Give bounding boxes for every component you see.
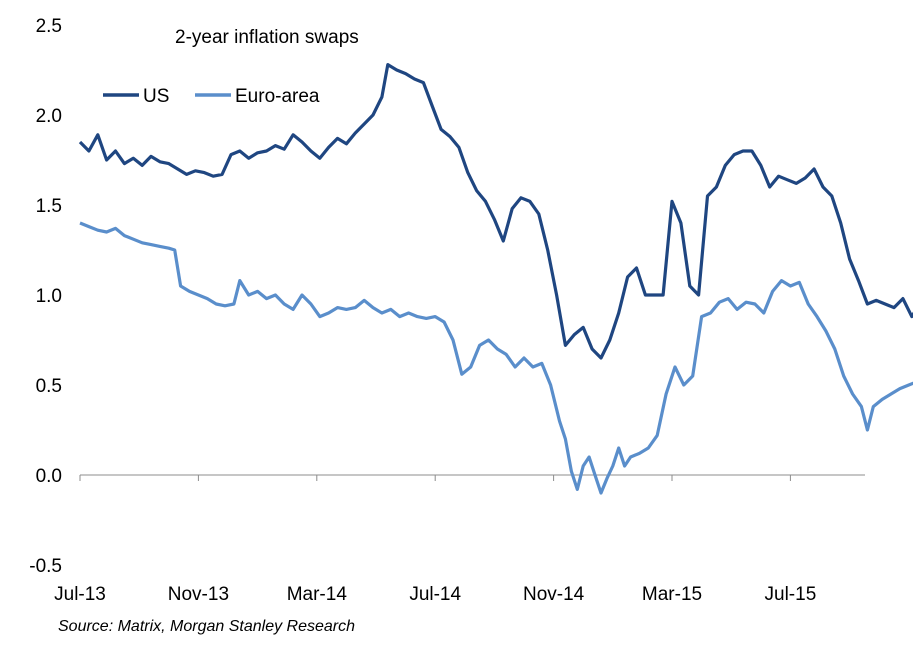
y-tick-label: -0.5 [29,556,62,577]
x-tick-label: Nov-13 [168,584,229,605]
y-tick-label: 1.5 [36,196,62,217]
legend-label-us: US [143,86,169,107]
x-tick-label: Jul-13 [54,584,106,605]
series-line-us [78,62,913,360]
y-tick-label: 1.0 [36,286,62,307]
x-axis-tick-labels: Jul-13 Nov-13 Mar-14 Jul-14 Nov-14 Mar-15 Jul-… [54,584,816,605]
series-line-euro-area [79,221,913,495]
source-note: Source: Matrix, Morgan Stanley Research [58,618,356,635]
x-tick-label: Jul-15 [765,584,817,605]
x-tick-label: Jul-14 [409,584,461,605]
y-tick-label: 0.5 [36,376,62,397]
y-tick-label: 2.0 [36,106,62,127]
legend: US Euro-area [103,86,320,107]
y-axis-tick-labels: 2.5 2.0 1.5 1.0 0.5 0.0 -0.5 [29,16,62,577]
x-axis [79,474,865,481]
y-tick-label: 2.5 [36,16,62,37]
x-tick-label: Mar-15 [642,584,702,605]
x-tick-label: Mar-14 [287,584,348,605]
y-tick-label: 0.0 [36,466,62,487]
series-layer [78,62,913,495]
x-tick-label: Nov-14 [523,584,585,605]
legend-label-euro-area: Euro-area [235,86,320,107]
chart-title: 2-year inflation swaps [175,27,359,48]
